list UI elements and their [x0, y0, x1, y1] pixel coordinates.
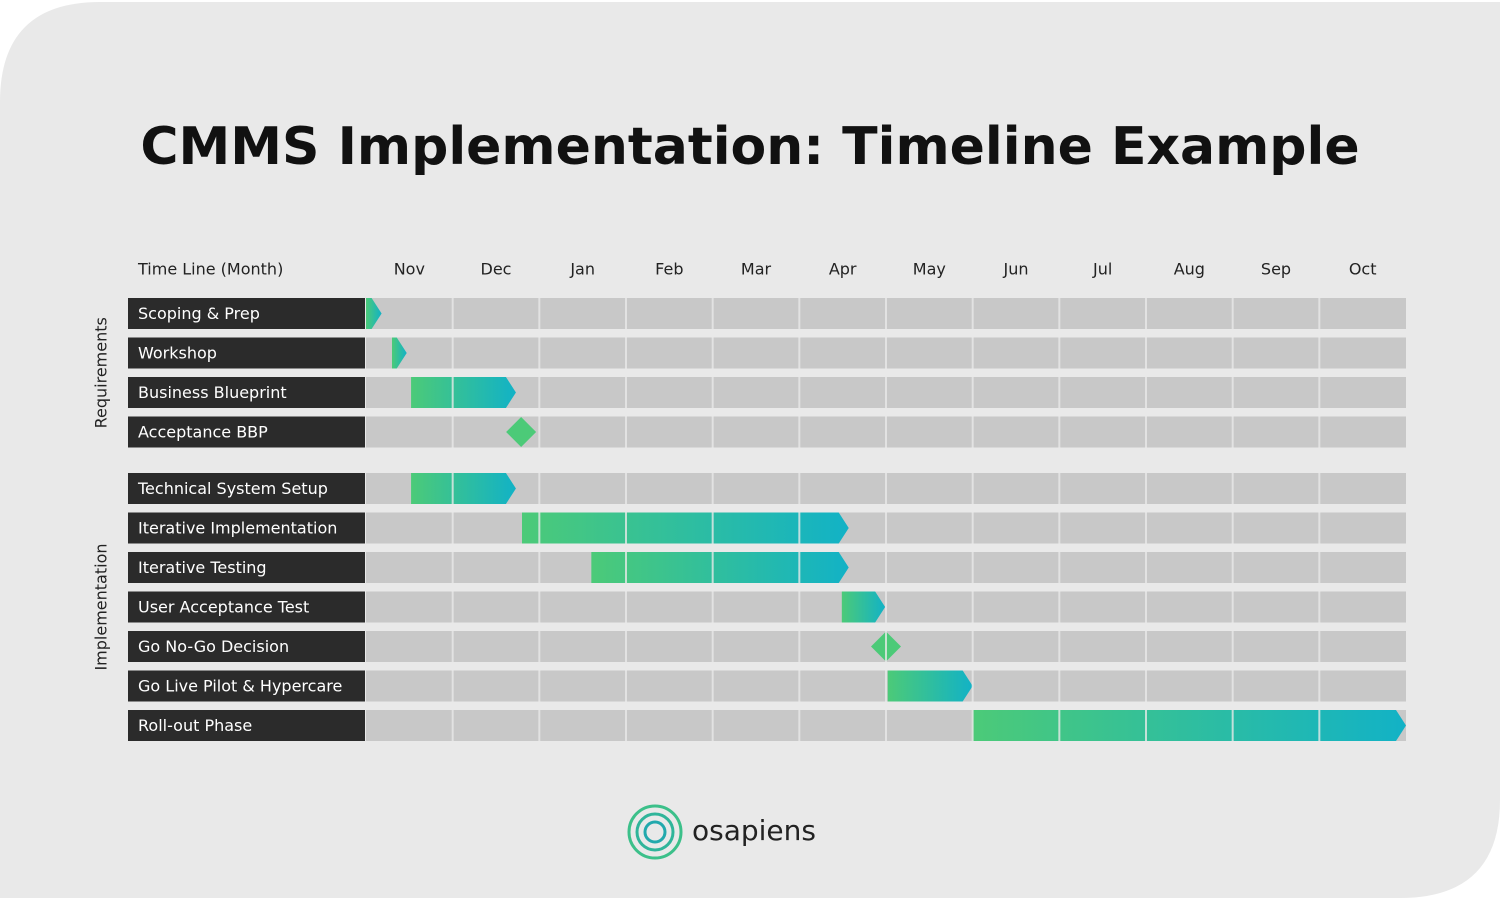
task-label-box: [128, 670, 365, 702]
logo-ring: [643, 820, 667, 844]
task-label: Business Blueprint: [138, 383, 287, 402]
task-bar: [411, 377, 516, 408]
x-tick-label: Dec: [481, 260, 512, 279]
task-label: User Acceptance Test: [138, 598, 309, 617]
task-bar: [972, 710, 1406, 741]
logo-ring: [627, 804, 683, 860]
x-tick-label: Oct: [1349, 260, 1377, 279]
task-label-box: [128, 377, 365, 408]
task-label: Iterative Testing: [138, 558, 267, 577]
task-label-box: [128, 416, 365, 448]
task-bar: [591, 552, 849, 583]
task-bar: [366, 298, 382, 329]
x-tick-label: Sep: [1261, 260, 1291, 279]
x-tick-label: Mar: [741, 260, 772, 279]
group-label: Requirements: [92, 317, 111, 428]
milestone: [506, 417, 537, 447]
task-label: Go Live Pilot & Hypercare: [138, 677, 342, 696]
task-label: Scoping & Prep: [138, 304, 260, 323]
x-tick-label: Aug: [1174, 260, 1205, 279]
task-label: Go No-Go Decision: [138, 637, 289, 656]
x-label: Time Line (Month): [137, 260, 283, 279]
task-label-box: [128, 298, 365, 329]
x-tick-label: Feb: [655, 260, 683, 279]
task-label-box: [128, 512, 365, 544]
logo-text: osapiens: [692, 814, 816, 847]
task-label: Technical System Setup: [137, 479, 328, 498]
task-bar: [411, 473, 516, 504]
chart-title: CMMS Implementation: Timeline Example: [140, 117, 1359, 177]
x-tick-label: Nov: [394, 260, 425, 279]
task-label: Workshop: [138, 344, 217, 363]
x-tick-label: Jun: [1003, 260, 1029, 279]
task-label: Roll-out Phase: [138, 716, 252, 735]
task-label-box: [128, 631, 365, 662]
task-bar: [841, 591, 886, 623]
task-label-box: [128, 591, 365, 623]
task-bar: [392, 337, 407, 369]
task-label-box: [128, 473, 365, 504]
group-label: Implementation: [92, 543, 111, 670]
x-tick-label: May: [913, 260, 946, 279]
task-bar: [522, 512, 849, 544]
task-label-box: [128, 710, 365, 741]
logo: osapiens: [627, 804, 816, 860]
logo-ring: [635, 812, 675, 852]
task-bar: [887, 670, 973, 702]
x-tick-label: Jul: [1092, 260, 1112, 279]
task-label-box: [128, 552, 365, 583]
x-tick-label: Apr: [829, 260, 857, 279]
task-label: Acceptance BBP: [138, 423, 268, 442]
task-label-box: [128, 337, 365, 369]
task-label: Iterative Implementation: [138, 519, 337, 538]
x-tick-label: Jan: [569, 260, 595, 279]
